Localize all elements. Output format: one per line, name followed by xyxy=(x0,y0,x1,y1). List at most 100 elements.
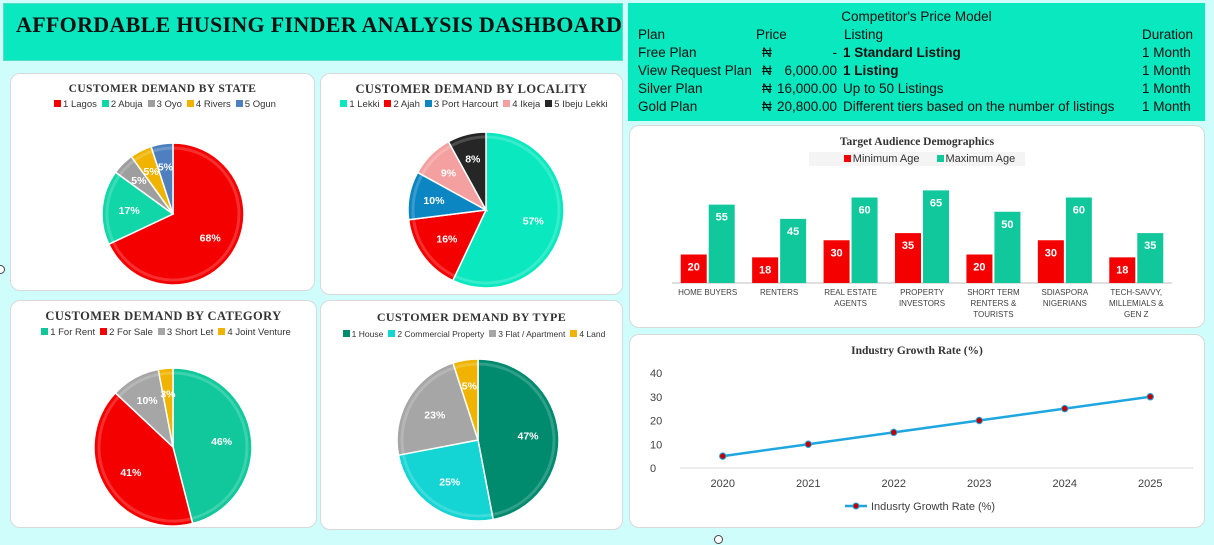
legend-swatch xyxy=(147,100,155,107)
slice-data-label: 5% xyxy=(158,161,174,173)
bar-data-label: 30 xyxy=(1045,247,1057,259)
legend-swatch xyxy=(340,100,348,107)
category-tick-label: SHORT TERM xyxy=(967,288,1020,297)
slice-data-label: 41% xyxy=(120,467,142,479)
pie-slice xyxy=(107,142,245,286)
price-row-duration: 1 Month xyxy=(1142,63,1191,78)
legend-label: 2 Abuja xyxy=(110,99,143,110)
legend-swatch xyxy=(388,330,396,337)
x-tick-label: 2021 xyxy=(796,478,820,490)
price-row-price: - xyxy=(832,45,838,60)
series-line xyxy=(722,395,1151,458)
y-tick-label: 30 xyxy=(650,392,662,404)
category-tick-label: REAL ESTATE xyxy=(824,288,877,297)
legend-marker xyxy=(852,502,860,510)
legend-swatch xyxy=(503,100,511,107)
pie-slice xyxy=(172,367,253,525)
pie-slice xyxy=(396,362,479,457)
legend-swatch xyxy=(424,100,432,107)
bar-data-label: 18 xyxy=(759,264,771,276)
legend-label: 2 For Sale xyxy=(109,327,153,338)
price-row-duration: 1 Month xyxy=(1142,45,1191,60)
bar-data-label: 60 xyxy=(1073,205,1085,217)
legend-swatch xyxy=(100,328,108,335)
slice-data-label: 68% xyxy=(200,233,222,245)
slice-data-label: 8% xyxy=(465,154,481,166)
slice-data-label: 16% xyxy=(436,233,458,245)
pie-chart-state: 68%17%5%5% 5% xyxy=(101,142,245,286)
legend-label: 3 Port Harcourt xyxy=(433,99,499,110)
category-tick-label: NIGERIANS xyxy=(1043,299,1087,308)
bar-data-label: 65 xyxy=(930,197,942,209)
legend-label: 3 Flat / Apartment xyxy=(498,329,566,339)
header-listing: Listing xyxy=(844,27,884,42)
dashboard-title-banner: AFFORDABLE HUSING FINDER ANALYSIS DASHBO… xyxy=(3,3,623,61)
pie-slice xyxy=(452,358,479,441)
bar xyxy=(708,204,735,283)
y-tick-label: 20 xyxy=(650,416,662,428)
legend-swatch xyxy=(101,100,109,107)
chart-legend: 1 House 2 Commercial Property 3 Flat / Apa… xyxy=(321,329,622,339)
pie-slice xyxy=(93,391,194,527)
category-tick-label: SDIASPORA xyxy=(1042,288,1089,297)
chart-legend: 1 Lagos 2 Abuja 3 Oyo 4 Rivers 5 Ogun xyxy=(11,99,314,110)
chart-legend: Minimum Age Maximum Age xyxy=(630,152,1204,166)
header-duration: Duration xyxy=(1142,27,1194,42)
slice-data-label: 17% xyxy=(119,205,141,217)
slice-data-label: 3% xyxy=(160,389,176,401)
legend-label: 5 Ibeju Lekki xyxy=(554,99,608,110)
legend-label: 3 Short Let xyxy=(166,327,214,338)
pie-slice xyxy=(407,209,488,282)
price-row-price: 16,000.00 xyxy=(776,81,837,96)
header-price: Price xyxy=(756,27,787,42)
legend-swatch xyxy=(235,100,243,107)
resize-handle[interactable] xyxy=(0,265,5,274)
legend-swatch xyxy=(54,100,62,107)
chart-title: Industry Growth Rate (%) xyxy=(851,345,983,357)
slice-data-label: 25% xyxy=(439,477,461,489)
slice-data-label: 5% xyxy=(462,381,478,393)
legend-label: 2 Ajah xyxy=(393,99,420,110)
bar-data-label: 18 xyxy=(1116,264,1128,276)
category-tick-label: AGENTS xyxy=(834,299,867,308)
chart-title: CUSTOMER DEMAND BY STATE xyxy=(68,83,257,95)
line-point xyxy=(719,452,727,460)
chart-legend: 1 Lekki 2 Ajah 3 Port Harcourt 4 Ikeja 5 Ibe… xyxy=(321,99,622,110)
bar xyxy=(680,254,707,283)
category-tick-label: INVESTORS xyxy=(899,299,945,308)
legend-label: Minimum Age xyxy=(852,153,920,165)
chart-legend: 1 For Rent 2 For Sale 3 Short Let 4 Joint V… xyxy=(11,327,316,338)
slice-data-label: 47% xyxy=(517,430,539,442)
line-point xyxy=(975,416,983,425)
header-plan: Plan xyxy=(638,27,666,42)
price-row-currency: ₦ xyxy=(762,99,772,114)
panel-industry-growth: Industry Growth Rate (%) 0 10 20 30 40 2020 20… xyxy=(629,334,1205,528)
panel-demand-by-type: CUSTOMER DEMAND BY TYPE 1 House 2 Commerc… xyxy=(320,300,623,530)
legend-label: 4 Land xyxy=(579,329,606,339)
bar xyxy=(1137,233,1164,283)
pie-slice xyxy=(447,131,487,211)
price-row-listing: 1 Listing xyxy=(843,63,899,78)
legend-label: 3 Oyo xyxy=(156,99,182,110)
line-point xyxy=(1061,404,1069,413)
line-point xyxy=(1146,393,1154,401)
bar-data-label: 50 xyxy=(1001,219,1013,231)
pie-slice xyxy=(477,358,560,521)
category-tick-label: RENTERS & xyxy=(971,299,1017,308)
legend-swatch xyxy=(570,330,578,337)
category-tick-label: GEN Z xyxy=(1124,310,1149,319)
price-row-listing: Different tiers based on the number of l… xyxy=(843,99,1115,114)
pie-slice xyxy=(101,171,175,246)
pie-slice xyxy=(150,142,174,215)
price-row-listing: 1 Standard Listing xyxy=(843,45,961,60)
slice-data-label: 10% xyxy=(137,395,159,407)
legend-label: 1 Lekki xyxy=(349,99,380,110)
price-row-plan: Gold Plan xyxy=(638,99,698,114)
bar-data-label: 20 xyxy=(688,262,700,274)
pie-slice xyxy=(451,131,565,289)
slice-data-label: 5% xyxy=(131,175,147,187)
resize-handle[interactable] xyxy=(714,535,723,544)
legend-label: Maximum Age xyxy=(945,153,1016,165)
category-tick-label: TECH-SAVVY, xyxy=(1110,288,1162,297)
legend-label: 4 Rivers xyxy=(195,99,231,110)
